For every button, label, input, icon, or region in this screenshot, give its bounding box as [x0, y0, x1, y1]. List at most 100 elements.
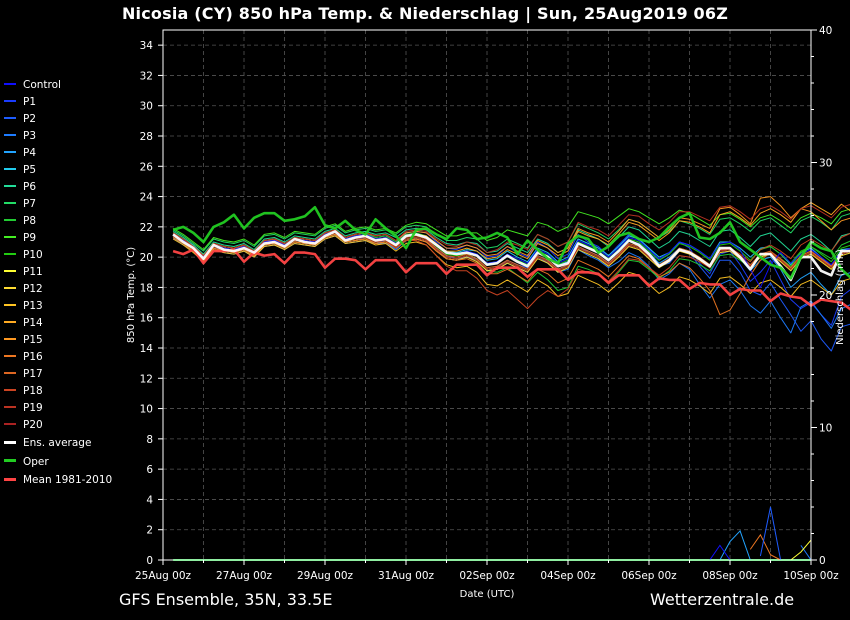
y-right-axis-label: Niederschlag (mm) [835, 249, 846, 345]
legend-item: P6 [4, 179, 36, 195]
y-tick-label: 32 [140, 70, 153, 82]
x-tick-label: 31Aug 00z [378, 570, 435, 582]
precipitation-line-p2 [759, 506, 782, 561]
legend-item: Mean 1981-2010 [4, 472, 112, 488]
legend-item: P2 [4, 111, 36, 127]
legend-item: P5 [4, 162, 36, 178]
legend-item: Ens. average [4, 435, 91, 451]
legend-label: P17 [23, 368, 43, 380]
series-line-p19 [172, 204, 850, 257]
legend-label: P2 [23, 113, 37, 125]
y-right-axis-ticks: 0 10 20 30 40 [811, 25, 832, 567]
legend-swatch [4, 321, 16, 323]
series-line-p3 [172, 235, 850, 334]
legend-label: P9 [23, 232, 37, 244]
legend-swatch [4, 406, 16, 408]
legend-label: P1 [23, 96, 37, 108]
site-name: Wetterzentrale.de [650, 590, 795, 609]
legend-swatch [4, 236, 16, 238]
legend-label: P18 [23, 385, 43, 397]
legend-swatch [4, 477, 16, 481]
precipitation-line-p16 [749, 533, 781, 561]
model-info: GFS Ensemble, 35N, 33.5E [119, 590, 333, 609]
legend-swatch [4, 304, 16, 306]
precipitation-line-control [709, 544, 731, 561]
precipitation-lines [173, 506, 812, 561]
chart-grid [163, 30, 811, 560]
legend-swatch [4, 423, 16, 425]
series-line-p9 [172, 208, 850, 251]
chart-title: Nicosia (CY) 850 hPa Temp. & Niederschla… [121, 4, 729, 23]
series-line-p13 [172, 235, 850, 297]
legend-item: P3 [4, 128, 36, 144]
series-line-ens-average [172, 230, 850, 282]
y-tick-label: 20 [140, 252, 153, 264]
legend-label: P19 [23, 402, 43, 414]
x-tick-label: 29Aug 00z [297, 570, 354, 582]
y-tick-label: 6 [146, 464, 153, 476]
x-tick-label: 25Aug 00z [135, 570, 192, 582]
legend-swatch [4, 168, 16, 170]
legend-swatch [4, 389, 16, 391]
series-lines [172, 196, 850, 352]
legend-item: P14 [4, 315, 43, 331]
legend-item: P16 [4, 349, 43, 365]
legend-label: P7 [23, 198, 37, 210]
legend-swatch [4, 117, 16, 119]
legend-swatch [4, 253, 16, 255]
legend-item: P7 [4, 196, 36, 212]
y-right-tick-label: 0 [819, 555, 826, 567]
legend-swatch [4, 459, 16, 463]
legend-label: P8 [23, 215, 37, 227]
y-tick-label: 18 [140, 282, 153, 294]
legend-label: Oper [23, 455, 49, 468]
legend-label: P14 [23, 317, 43, 329]
y-tick-label: 14 [140, 343, 154, 355]
x-tick-label: 04Sep 00z [540, 570, 596, 582]
y-tick-label: 34 [140, 40, 154, 52]
legend-swatch [4, 134, 16, 136]
y-tick-label: 28 [140, 131, 153, 143]
legend-item: P11 [4, 264, 43, 280]
y-tick-label: 24 [140, 192, 154, 204]
legend-swatch [4, 270, 16, 272]
x-tick-label: 27Aug 00z [216, 570, 273, 582]
y-right-tick-label: 20 [819, 290, 832, 302]
legend-item: P18 [4, 383, 43, 399]
legend-label: P16 [23, 351, 43, 363]
legend-label: P15 [23, 334, 43, 346]
x-tick-label: 08Sep 00z [702, 570, 758, 582]
legend-item: P4 [4, 145, 36, 161]
legend-label: Mean 1981-2010 [23, 474, 113, 487]
legend-item: Oper [4, 454, 49, 470]
legend-swatch [4, 355, 16, 357]
y-tick-label: 10 [140, 404, 153, 416]
y-right-tick-label: 10 [819, 423, 832, 435]
legend-label: P4 [23, 147, 37, 159]
legend-label: P6 [23, 181, 37, 193]
y-tick-label: 16 [140, 313, 154, 325]
x-tick-label: 06Sep 00z [621, 570, 677, 582]
legend-swatch [4, 219, 16, 221]
x-axis-ticks: 25Aug 00z 27Aug 00z 29Aug 00z 31Aug 00z 02Se… [135, 560, 839, 582]
y-axis-label: 850 hPa Temp. (°C) [126, 247, 137, 343]
y-tick-label: 26 [140, 161, 154, 173]
legend-label: P20 [23, 419, 43, 431]
legend-label: P5 [23, 164, 37, 176]
legend-item: P8 [4, 213, 36, 229]
y-tick-label: 0 [146, 555, 153, 567]
y-tick-label: 22 [140, 222, 153, 234]
precipitation-line-p3 [800, 545, 812, 561]
legend-item: P1 [4, 94, 36, 110]
legend-label: P10 [23, 249, 43, 261]
legend-swatch [4, 185, 16, 187]
legend-label: Control [23, 79, 61, 91]
legend-swatch [4, 338, 16, 340]
legend-label: P11 [23, 266, 43, 278]
series-line-oper [172, 205, 850, 280]
precipitation-line-p4 [719, 529, 751, 561]
legend-label: P12 [23, 283, 43, 295]
legend-swatch [4, 83, 16, 85]
